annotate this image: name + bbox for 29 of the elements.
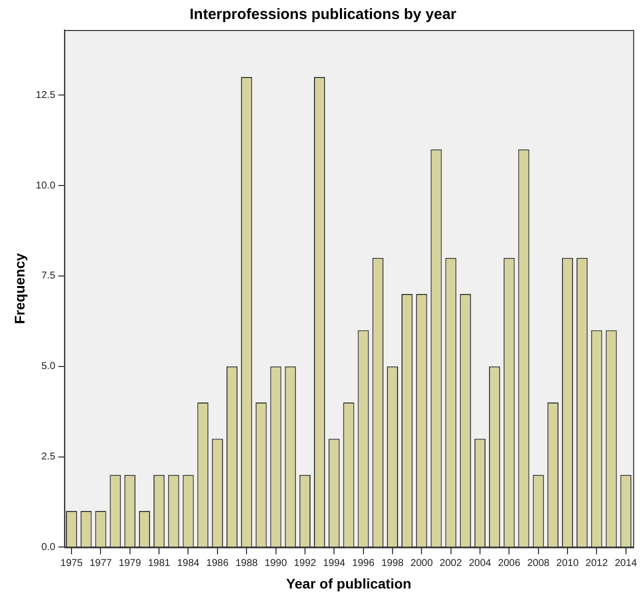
- x-tick-label: 2008: [527, 558, 550, 569]
- y-tick-label: 0.0: [41, 542, 56, 553]
- x-tick-label: 1996: [352, 558, 375, 569]
- y-tick-label: 7.5: [41, 270, 56, 282]
- x-tick-label: 1977: [90, 558, 112, 569]
- x-tick-label: 1990: [264, 558, 288, 569]
- x-tick-label: 1988: [235, 558, 258, 569]
- x-axis-title: Year of publication: [286, 575, 412, 592]
- x-tick-label: 2012: [586, 558, 608, 569]
- x-tick-label: 2010: [556, 558, 580, 569]
- x-tick-label: 1975: [60, 558, 84, 569]
- x-tick-label: 1986: [206, 558, 229, 569]
- x-tick-label: 2006: [498, 558, 521, 569]
- x-tick-label: 1998: [381, 558, 404, 569]
- x-tick-label: 2002: [440, 558, 462, 569]
- x-tick-label: 1984: [177, 558, 200, 569]
- x-tick-label: 1979: [118, 558, 142, 569]
- y-axis-title: Frequency: [11, 252, 28, 324]
- y-tick-label: 10.0: [36, 180, 56, 192]
- x-tick-label: 1994: [322, 558, 346, 569]
- x-tick-label: 1981: [148, 558, 171, 569]
- chart-title: Interprofessions publications by year: [190, 6, 457, 24]
- y-tick-label: 12.5: [36, 90, 56, 101]
- y-tick-label: 5.0: [41, 361, 56, 372]
- y-tick-label: 2.5: [41, 452, 56, 463]
- x-tick-label: 1992: [294, 558, 317, 569]
- x-tick-label: 2014: [614, 558, 638, 569]
- x-tick-label: 2004: [468, 558, 492, 569]
- x-tick-label: 2000: [410, 558, 434, 569]
